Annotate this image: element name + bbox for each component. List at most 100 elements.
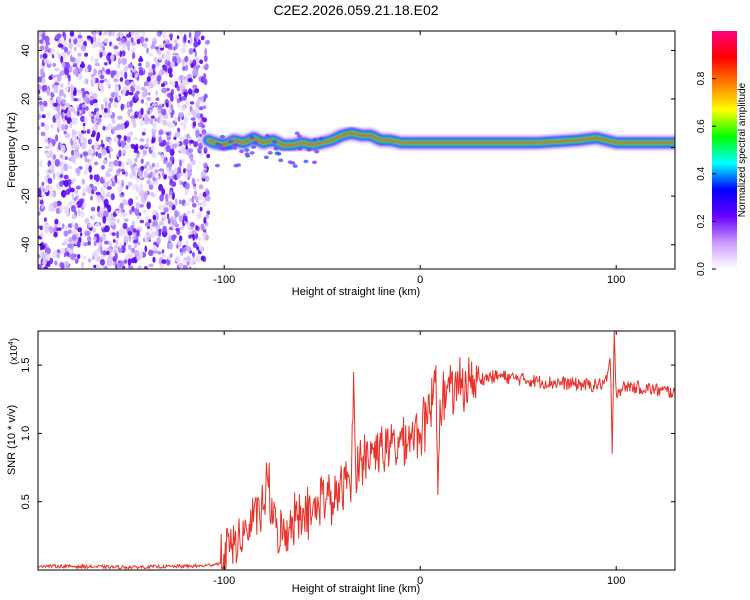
noise-speckle xyxy=(132,239,139,244)
noise-speckle xyxy=(73,38,78,45)
noise-speckle xyxy=(150,45,155,50)
noise-speckle xyxy=(197,193,204,201)
signal-blob xyxy=(294,131,300,136)
noise-speckle xyxy=(90,195,93,201)
noise-speckle xyxy=(181,47,186,54)
noise-speckle xyxy=(152,244,158,252)
signal-track xyxy=(200,125,675,168)
noise-speckle xyxy=(152,256,156,263)
noise-speckle xyxy=(106,250,110,255)
noise-speckle xyxy=(144,266,148,269)
spectrogram-y-label: Frequency (Hz) xyxy=(6,112,18,188)
snr-y-axis: 0.5 1.0 1.5 xyxy=(20,357,675,509)
noise-speckle xyxy=(136,38,141,45)
spectrogram-x-tick-label: 0 xyxy=(417,274,423,286)
noise-speckle xyxy=(93,161,99,166)
signal-blob xyxy=(265,133,270,138)
noise-speckle xyxy=(187,112,191,116)
noise-speckle xyxy=(200,223,205,231)
noise-speckle xyxy=(151,80,157,86)
noise-speckle xyxy=(157,49,162,56)
noise-speckle xyxy=(193,141,199,148)
noise-speckle xyxy=(105,68,111,75)
noise-speckle xyxy=(77,130,81,135)
noise-speckle xyxy=(59,174,63,178)
noise-speckle xyxy=(62,41,67,47)
noise-speckle xyxy=(134,92,139,99)
noise-speckle xyxy=(140,158,144,164)
noise-speckle xyxy=(119,31,123,39)
noise-speckle xyxy=(61,61,66,69)
noise-speckle xyxy=(167,66,173,75)
noise-speckle xyxy=(128,244,132,251)
noise-speckle xyxy=(135,196,139,201)
signal-blob xyxy=(236,163,241,167)
noise-speckle xyxy=(100,212,104,220)
noise-speckle xyxy=(108,146,112,150)
noise-speckle xyxy=(65,62,71,70)
noise-speckle xyxy=(136,155,140,159)
noise-speckle xyxy=(195,106,200,114)
noise-speckle xyxy=(110,215,116,221)
noise-speckle xyxy=(54,218,59,225)
noise-speckle xyxy=(193,48,196,53)
noise-speckle xyxy=(83,242,88,247)
noise-speckle xyxy=(203,93,208,99)
noise-speckle xyxy=(124,144,130,150)
noise-speckle xyxy=(43,266,49,269)
snr-y-tick-label: 1.5 xyxy=(20,357,32,372)
noise-speckle xyxy=(160,254,166,258)
noise-speckle xyxy=(63,230,69,237)
noise-speckle xyxy=(65,102,71,108)
noise-speckle xyxy=(111,31,115,37)
noise-speckle xyxy=(143,113,149,122)
noise-speckle xyxy=(95,151,99,157)
signal-blob xyxy=(292,164,298,168)
noise-speckle xyxy=(122,222,128,230)
spectrogram-y-axis: -40 -20 0 20 40 xyxy=(20,44,675,253)
snr-panel: -100 0 100 0.5 1.0 1.5 Height of straight li… xyxy=(6,330,676,595)
noise-speckle xyxy=(191,159,196,166)
noise-speckle xyxy=(80,63,86,69)
noise-speckle xyxy=(77,34,83,39)
noise-speckle xyxy=(165,113,169,120)
noise-speckle xyxy=(181,60,185,67)
noise-speckle xyxy=(135,186,142,193)
spectrogram-y-tick-label: -20 xyxy=(20,188,32,204)
noise-speckle xyxy=(139,120,144,127)
noise-speckle xyxy=(166,213,170,220)
noise-speckle xyxy=(173,167,178,175)
noise-speckle xyxy=(43,217,47,223)
noise-speckle xyxy=(154,180,159,185)
noise-speckle xyxy=(55,134,59,142)
noise-speckle xyxy=(127,258,132,266)
noise-speckle xyxy=(88,165,92,173)
noise-speckle xyxy=(134,249,140,257)
noise-speckle xyxy=(78,137,81,144)
noise-speckle xyxy=(162,65,168,71)
noise-speckle xyxy=(90,37,94,44)
noise-speckle xyxy=(114,86,117,93)
noise-speckle xyxy=(99,259,105,266)
noise-speckle xyxy=(39,54,43,59)
noise-speckle xyxy=(115,176,118,184)
noise-speckle xyxy=(103,176,107,180)
noise-speckle xyxy=(153,56,157,63)
noise-speckle xyxy=(80,61,85,65)
noise-speckle xyxy=(110,193,115,201)
noise-speckle xyxy=(169,131,172,136)
noise-speckle xyxy=(98,247,101,253)
noise-speckle xyxy=(138,66,143,71)
noise-speckle xyxy=(109,97,113,102)
noise-speckle xyxy=(188,31,192,39)
spectrogram-x-tick-label: 100 xyxy=(607,274,625,286)
colorbar-tick-label: 0.6 xyxy=(696,119,707,133)
noise-speckle xyxy=(50,48,56,53)
noise-speckle xyxy=(113,78,119,83)
noise-speckle xyxy=(100,189,105,197)
noise-speckle xyxy=(202,117,208,123)
noise-speckle xyxy=(156,74,162,82)
snr-frame xyxy=(37,330,676,571)
noise-speckle xyxy=(112,128,115,134)
